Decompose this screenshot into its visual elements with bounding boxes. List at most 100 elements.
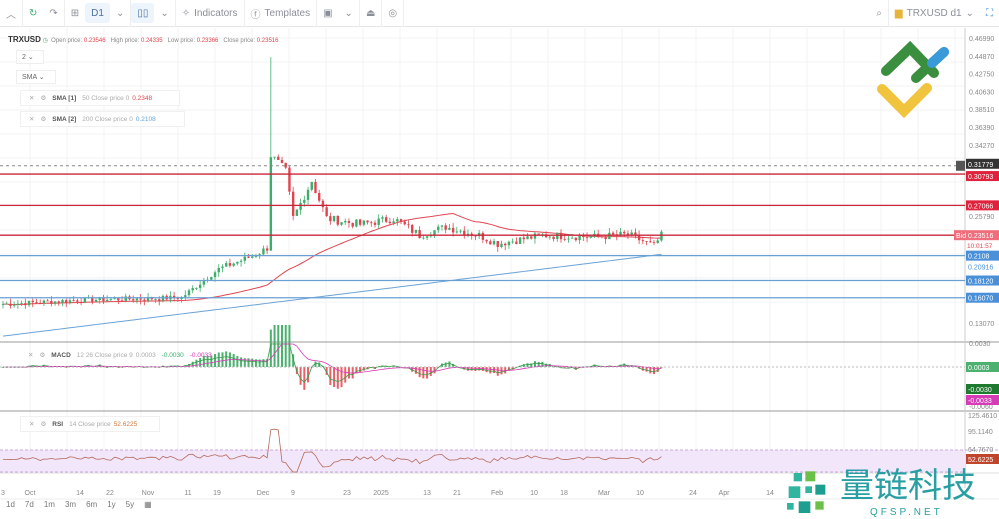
search-icon[interactable]: ⌕ — [876, 7, 882, 19]
candle-body — [117, 298, 120, 301]
candle-body — [102, 297, 105, 302]
candle-body — [143, 299, 146, 301]
macd-value: -0.0030 — [161, 351, 184, 359]
macd-histogram-bar — [206, 355, 209, 367]
candle-body — [91, 297, 94, 302]
time-tick: 22 — [106, 490, 114, 497]
indicator-value: 0.2108 — [135, 115, 156, 123]
range-5y[interactable]: 5y — [125, 500, 135, 509]
type-select[interactable]: SMA ⌄ — [16, 70, 56, 84]
red-level-label: 0.30793 — [968, 174, 993, 181]
candle-body — [12, 304, 16, 306]
rsi-tick: 95.1140 — [968, 429, 993, 436]
gear-icon[interactable]: ⚙ — [40, 116, 47, 123]
add-icon[interactable]: ⊞ — [70, 7, 80, 19]
macd-tick: -0.0060 — [969, 404, 993, 411]
range-1d[interactable]: 1d — [6, 500, 15, 509]
candle-body — [637, 234, 641, 241]
countdown-label: 10:01:57 — [967, 243, 993, 250]
timeframe-button[interactable]: D1 — [85, 3, 110, 23]
low-value: 0.23366 — [196, 38, 219, 44]
count-select[interactable]: 2 ⌄ — [16, 50, 44, 64]
macd-histogram-bar — [281, 325, 283, 367]
gear-icon[interactable]: ⚙ — [40, 95, 47, 102]
candle-body — [619, 231, 622, 236]
rsi-value-label-bg — [966, 454, 999, 464]
candle-body — [262, 248, 265, 255]
fullscreen-icon[interactable]: ⛶ — [986, 7, 993, 19]
candle-body — [132, 299, 135, 301]
redo-icon[interactable]: ↷ — [49, 7, 58, 19]
candle-body — [265, 248, 269, 251]
time-tick: 21 — [453, 490, 461, 497]
close-icon[interactable]: ✕ — [29, 421, 35, 428]
open-value: 0.23546 — [83, 38, 106, 44]
candle-body — [329, 216, 332, 222]
close-value: 0.23516 — [256, 38, 279, 44]
sma-200-line — [2, 253, 662, 337]
macd-histogram-bar — [448, 361, 451, 367]
collapse-icon[interactable]: ︿ — [6, 9, 16, 21]
candle-body — [548, 236, 552, 238]
macd-histogram-bar — [530, 363, 533, 367]
candle-body — [366, 220, 369, 223]
candle-body — [533, 233, 537, 239]
macd-histogram-bar — [533, 361, 536, 367]
chevron-down-icon[interactable]: ⌄ — [115, 7, 125, 19]
candle-body — [39, 302, 42, 304]
candle-body — [120, 300, 124, 302]
gear-icon[interactable]: ⚙ — [40, 421, 47, 428]
candle-body — [403, 221, 406, 225]
range-3m[interactable]: 3m — [64, 500, 77, 509]
clock-icon: ◷ — [42, 38, 48, 44]
drawing-icon[interactable]: ⏏ — [365, 7, 376, 19]
gear-icon[interactable]: ⚙ — [39, 352, 46, 359]
candle-body — [344, 221, 347, 223]
chevron-down-icon[interactable]: ⌄ — [344, 7, 353, 19]
indicators-button[interactable]: ✧ Indicators — [176, 3, 244, 23]
candle-body — [418, 230, 421, 239]
range-6m[interactable]: 6m — [86, 500, 98, 509]
rsi-tick: 64.7670 — [968, 447, 993, 454]
blue-level-label: 0.16070 — [968, 296, 993, 303]
price-tick: 0.13070 — [969, 321, 994, 328]
layout-icon[interactable]: ▣ — [323, 7, 333, 19]
calendar-icon[interactable]: ▦ — [144, 500, 152, 509]
candle-body — [444, 225, 447, 230]
close-icon[interactable]: ✕ — [29, 116, 35, 123]
range-1y[interactable]: 1y — [107, 500, 116, 509]
candle-type-icon[interactable]: ▯▯ — [131, 3, 155, 23]
close-icon[interactable]: ✕ — [28, 352, 34, 359]
macd-histogram-bar — [243, 358, 246, 367]
indicator-sma-1: ✕ ⚙ SMA [1] 50 Close price 0 0.2348 — [20, 90, 180, 106]
range-1m[interactable]: 1m — [43, 500, 55, 509]
close-icon[interactable]: ✕ — [29, 95, 35, 102]
candle-body — [530, 236, 533, 239]
blue-level-label: 0.18120 — [968, 279, 993, 286]
time-tick: 3 — [1, 490, 5, 497]
candle-body — [46, 300, 49, 302]
macd-histogram-bar — [240, 357, 243, 367]
candle-body — [113, 298, 116, 300]
legend-symbol: TRXUSD — [8, 35, 41, 44]
blue-level-label: 0.2108 — [968, 254, 990, 261]
high-value: 0.24335 — [140, 38, 163, 44]
camera-icon[interactable]: ◎ — [388, 7, 398, 19]
undo-icon[interactable]: ↻ — [29, 7, 38, 19]
range-7d[interactable]: 7d — [24, 500, 34, 509]
chart-canvas[interactable]: 0.46990 0.44870 0.42750 0.40630 0.38510 0.363… — [0, 28, 999, 518]
candle-body — [310, 181, 313, 190]
candle-body — [42, 300, 46, 304]
time-tick: 18 — [560, 490, 568, 497]
macd-histogram-bar — [98, 364, 101, 367]
type-value: SMA — [22, 74, 37, 81]
macd-histogram-bar — [641, 367, 644, 371]
blue-level-label-bg — [966, 275, 999, 286]
chevron-down-icon[interactable]: ⌄ — [160, 7, 169, 19]
macd-signal-label-bg — [966, 395, 999, 405]
indicators-label: Indicators — [194, 7, 238, 19]
templates-icon: ⓕ — [250, 9, 261, 21]
symbol-selector[interactable]: ▆ TRXUSD d1 ⌄ — [889, 3, 980, 23]
price-tick: 0.38510 — [969, 107, 994, 114]
templates-button[interactable]: ⓕ Templates — [245, 3, 317, 23]
